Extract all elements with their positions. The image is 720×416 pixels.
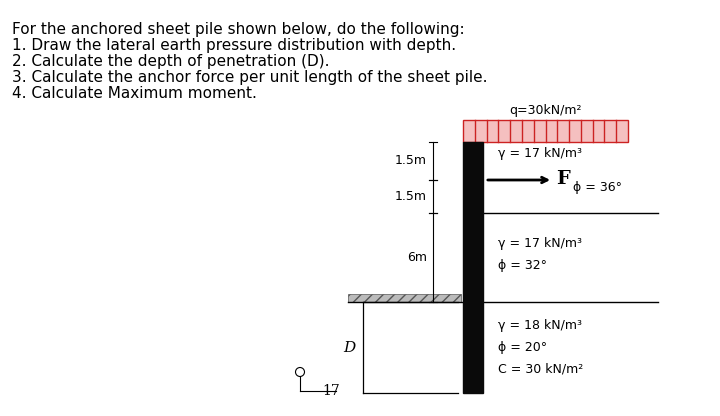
Text: 1. Draw the lateral earth pressure distribution with depth.: 1. Draw the lateral earth pressure distr… bbox=[12, 38, 456, 53]
Text: γ = 17 kN/m³: γ = 17 kN/m³ bbox=[498, 147, 582, 160]
Text: 17: 17 bbox=[322, 384, 340, 398]
Text: q=30kN/m²: q=30kN/m² bbox=[509, 104, 582, 117]
Bar bbox=[348, 294, 461, 302]
Text: C = 30 kN/m²: C = 30 kN/m² bbox=[498, 363, 583, 376]
Text: 1.5m: 1.5m bbox=[395, 154, 427, 168]
Text: ϕ = 36°: ϕ = 36° bbox=[573, 181, 622, 195]
Text: For the anchored sheet pile shown below, do the following:: For the anchored sheet pile shown below,… bbox=[12, 22, 464, 37]
Text: 2. Calculate the depth of penetration (D).: 2. Calculate the depth of penetration (D… bbox=[12, 54, 330, 69]
Text: F: F bbox=[556, 170, 570, 188]
Bar bbox=[463, 120, 628, 142]
Text: 6m: 6m bbox=[407, 251, 427, 264]
Text: D: D bbox=[343, 341, 355, 354]
Text: ϕ = 32°: ϕ = 32° bbox=[498, 259, 547, 272]
Text: γ = 18 kN/m³: γ = 18 kN/m³ bbox=[498, 319, 582, 332]
Circle shape bbox=[295, 367, 305, 376]
Text: 3. Calculate the anchor force per unit length of the sheet pile.: 3. Calculate the anchor force per unit l… bbox=[12, 70, 487, 85]
Text: ϕ = 20°: ϕ = 20° bbox=[498, 341, 547, 354]
Text: 4. Calculate Maximum moment.: 4. Calculate Maximum moment. bbox=[12, 86, 257, 101]
Bar bbox=[463, 142, 483, 393]
Text: 1.5m: 1.5m bbox=[395, 190, 427, 203]
Text: γ = 17 kN/m³: γ = 17 kN/m³ bbox=[498, 237, 582, 250]
